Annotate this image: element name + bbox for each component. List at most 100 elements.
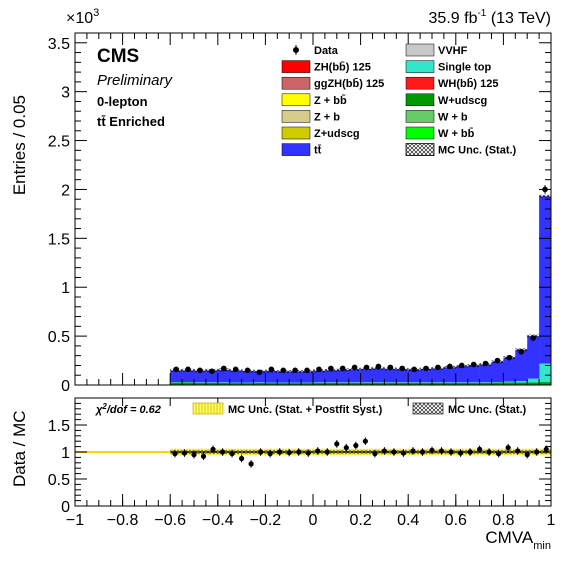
bar-wudscg (467, 382, 480, 385)
bar-tt (455, 366, 468, 383)
x-tick-label: −0.8 (107, 512, 139, 529)
bar-tt (396, 369, 409, 383)
bar-tt (384, 368, 397, 383)
bar-tt (539, 196, 552, 364)
x-tick-label: 0.8 (492, 512, 514, 529)
legend-swatch-hatch (405, 143, 435, 157)
bar-wudscg (301, 383, 314, 385)
bar-tt (527, 336, 540, 379)
y-tick-label: 3 (61, 85, 70, 102)
x-tick-label: 0.6 (445, 512, 467, 529)
y-tick-label: 0.5 (48, 329, 70, 346)
ratio-point (219, 449, 226, 455)
data-point (268, 366, 275, 373)
x-axis-label: CMVAmin (485, 528, 551, 552)
ratio-point (419, 449, 426, 455)
ratio-point (400, 450, 407, 456)
bar-wudscg (432, 382, 445, 385)
bar-tt (205, 370, 219, 383)
y-tick-label: 3.5 (48, 36, 70, 53)
bar-tt (194, 370, 207, 383)
ratio-y-tick-label: 0.5 (48, 472, 70, 489)
bar-tt (491, 361, 504, 383)
ratio-point (524, 452, 530, 458)
legend-label: W + bb̄ (438, 128, 475, 140)
data-point (447, 363, 453, 370)
bar-tt (301, 371, 314, 383)
x-tick-label: 0.2 (349, 512, 371, 529)
bar-wudscg (443, 382, 457, 385)
ratio-point (210, 446, 216, 452)
bar-wudscg (217, 382, 230, 385)
bar-wudscg (539, 382, 552, 385)
bar-wudscg (324, 382, 338, 385)
legend-swatch (405, 93, 435, 107)
legend-label: WH(bb̄) 125 (438, 78, 499, 90)
bar-wudscg (336, 382, 349, 385)
ratio-point (486, 449, 492, 455)
bar-wudscg (408, 382, 421, 385)
ratio-point (172, 451, 178, 457)
bar-tt (277, 371, 290, 383)
bar-wudscg (455, 382, 468, 385)
x-tick-label: −1 (66, 512, 84, 529)
ratio-point (305, 450, 311, 456)
ratio-point (258, 449, 264, 455)
bar-wudscg (170, 382, 183, 385)
ratio-point (515, 448, 521, 454)
data-point (470, 361, 477, 368)
experiment-label: CMS (97, 46, 139, 67)
ratio-point (362, 438, 368, 444)
legend-label: Data (314, 45, 339, 57)
data-point (435, 364, 441, 371)
data-point (304, 367, 310, 374)
ratio-point (353, 442, 359, 449)
y-tick-label: 0 (61, 378, 70, 395)
ratio-point (391, 449, 397, 455)
y-tick-label: 2.5 (48, 134, 70, 151)
ratio-point (438, 448, 445, 454)
status-label: Preliminary (97, 72, 174, 89)
data-point (244, 367, 251, 374)
data-point (173, 366, 179, 373)
data-point (256, 369, 263, 376)
ratio-legend: MC Unc. (Stat. + Postfit Syst.) MC Unc. (… (192, 402, 527, 416)
legend-label: tt̄ (314, 145, 322, 157)
bar-wudscg (503, 382, 516, 385)
ratio-point (448, 449, 454, 455)
bar-wudscg (420, 382, 433, 385)
bar-tt (372, 368, 385, 383)
bar-wudscg (491, 382, 504, 385)
bar-singletop (515, 381, 528, 383)
mc-stat-band (539, 194, 551, 198)
bar-singletop (539, 363, 552, 383)
ratio-point (239, 455, 245, 462)
ratio-point (343, 445, 349, 451)
bar-tt (503, 357, 516, 382)
data-point (518, 348, 525, 355)
bar-tt (360, 368, 373, 383)
bar-tt (420, 368, 433, 383)
legend-label: Single top (438, 62, 491, 74)
ratio-point (315, 448, 321, 454)
ratio-point (410, 448, 416, 454)
bar-tt (289, 371, 302, 383)
ratio-point (505, 445, 511, 451)
ratio-point (229, 451, 235, 457)
bar-wudscg (205, 382, 219, 385)
legend-swatch (405, 60, 435, 73)
data-point (375, 363, 382, 370)
data-point (197, 367, 203, 374)
ratio-y-tick-label: 1 (61, 445, 70, 462)
ratio-point (191, 452, 197, 458)
unity-line-left (75, 451, 171, 453)
legend-label: ggZH(bb̄) 125 (314, 78, 384, 90)
bar-tt (467, 365, 480, 383)
bar-tt (443, 367, 457, 383)
bar-tt (432, 368, 445, 383)
bar-wudscg (360, 382, 373, 385)
legend-label: W+udscg (438, 95, 487, 107)
data-point (232, 366, 239, 373)
ratio-point (277, 449, 283, 455)
